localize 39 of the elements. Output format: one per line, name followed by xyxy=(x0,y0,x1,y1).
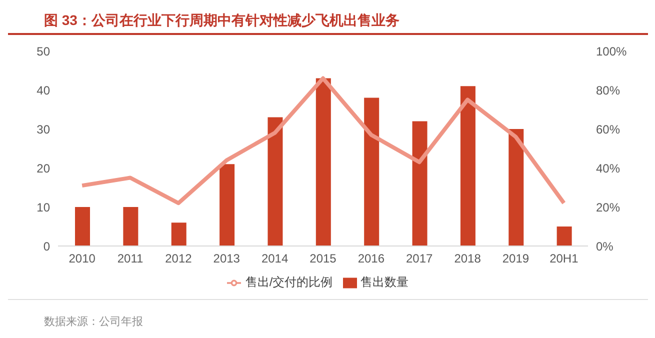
x-tick-label: 2017 xyxy=(406,252,434,266)
source-note: 数据来源：公司年报 xyxy=(8,299,648,329)
y-tick-label: 10 xyxy=(36,200,50,214)
y2-tick-label: 40% xyxy=(596,161,620,176)
x-tick-label: 2016 xyxy=(358,252,385,266)
bar xyxy=(75,207,90,246)
bar xyxy=(460,86,476,246)
x-tick-label: 2013 xyxy=(213,252,240,266)
y-tick-label: 40 xyxy=(36,83,50,98)
y-tick-label: 20 xyxy=(36,161,50,176)
y2-tick-label: 20% xyxy=(596,200,620,214)
legend-label: 售出数量 xyxy=(360,275,409,289)
chart-title: 图 33：公司在行业下行周期中有针对性减少飞机出售业务 xyxy=(8,8,648,35)
bar xyxy=(171,222,186,246)
y2-tick-label: 0% xyxy=(596,239,614,254)
y2-tick-label: 60% xyxy=(596,122,620,136)
legend-label: 售出/交付的比例 xyxy=(245,275,333,289)
y2-tick-label: 100% xyxy=(596,44,628,58)
bar xyxy=(268,117,283,246)
line-series xyxy=(80,76,566,206)
y2-tick-label: 80% xyxy=(596,83,620,98)
x-tick-label: 2015 xyxy=(310,252,337,266)
y-tick-label: 30 xyxy=(36,122,50,136)
y-tick-label: 50 xyxy=(36,44,50,58)
x-tick-label: 2011 xyxy=(117,252,144,266)
bar xyxy=(220,164,235,246)
x-tick-label: 20H1 xyxy=(550,252,579,266)
x-tick-label: 2010 xyxy=(68,252,96,266)
x-tick-label: 2012 xyxy=(165,252,192,266)
y-tick-label: 0 xyxy=(43,239,50,254)
x-tick-label: 2018 xyxy=(454,252,482,266)
bar xyxy=(412,121,428,246)
bar xyxy=(556,226,572,246)
bar xyxy=(123,207,138,246)
x-tick-label: 2014 xyxy=(261,252,288,266)
x-tick-label: 2019 xyxy=(502,252,530,266)
bar xyxy=(316,78,331,246)
bar xyxy=(364,98,380,246)
bar xyxy=(508,129,524,246)
